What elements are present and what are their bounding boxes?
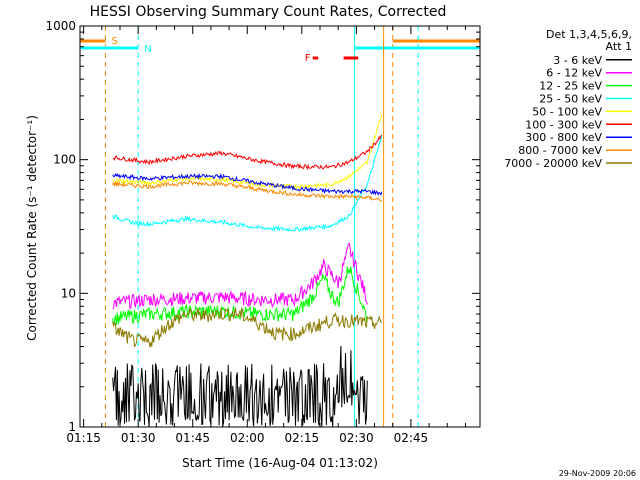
series-line-5 xyxy=(112,134,383,171)
legend-entry-label: 6 - 12 keV xyxy=(546,67,602,80)
legend-entry-label: 12 - 25 keV xyxy=(539,80,602,93)
x-tick-label: 02:30 xyxy=(339,431,374,445)
x-tick-label: 01:15 xyxy=(66,431,101,445)
series-line-4 xyxy=(112,113,383,190)
y-tick-label: 10 xyxy=(61,286,76,300)
legend-entry-label: 100 - 300 keV xyxy=(525,118,602,131)
series-line-0 xyxy=(112,345,368,427)
series-line-3 xyxy=(112,134,383,233)
x-tick-label: 01:45 xyxy=(175,431,210,445)
legend-title: Det 1,3,4,5,6,9, xyxy=(546,28,632,41)
y-tick-label: 1000 xyxy=(45,19,76,33)
x-tick-label: 02:45 xyxy=(394,431,429,445)
footer-date: 29-Nov-2009 20:06 xyxy=(559,469,636,478)
marker-label-F: F xyxy=(305,53,311,64)
x-tick-label: 01:30 xyxy=(121,431,156,445)
marker-label-S: S xyxy=(111,36,117,47)
legend-entry-label: 800 - 7000 keV xyxy=(518,144,602,157)
tick-layer: 01:15 01:30 01:45 02:00 02:15 02:30 02:45 1 10 10… xyxy=(45,19,480,445)
plot-frame xyxy=(79,25,481,428)
legend-entry-label: 300 - 800 keV xyxy=(525,131,602,144)
y-tick-label: 100 xyxy=(53,153,76,167)
x-axis-label: Start Time (16-Aug-04 01:13:02) xyxy=(182,456,378,470)
legend-title: Att 1 xyxy=(606,40,632,53)
legend-entry-label: 7000 - 20000 keV xyxy=(504,157,602,170)
series-line-2 xyxy=(112,266,368,326)
x-tick-label: 02:00 xyxy=(230,431,265,445)
y-tick-label: 1 xyxy=(68,420,76,434)
marker-label-N: N xyxy=(144,44,151,55)
chart-title: HESSI Observing Summary Count Rates, Cor… xyxy=(90,4,447,20)
series-line-8 xyxy=(112,307,382,348)
series-line-1 xyxy=(112,241,368,311)
legend-entry-label: 3 - 6 keV xyxy=(553,54,602,67)
legend-entry-label: 50 - 100 keV xyxy=(532,105,602,118)
series-line-6 xyxy=(112,172,383,196)
x-tick-label: 02:15 xyxy=(285,431,320,445)
series-layer xyxy=(112,113,383,427)
marker-layer: S N F xyxy=(79,26,480,427)
series-line-7 xyxy=(112,180,383,202)
y-axis-label: Corrected Count Rate (s⁻¹ detector⁻¹) xyxy=(25,115,39,341)
legend-entry-label: 25 - 50 keV xyxy=(539,93,602,106)
